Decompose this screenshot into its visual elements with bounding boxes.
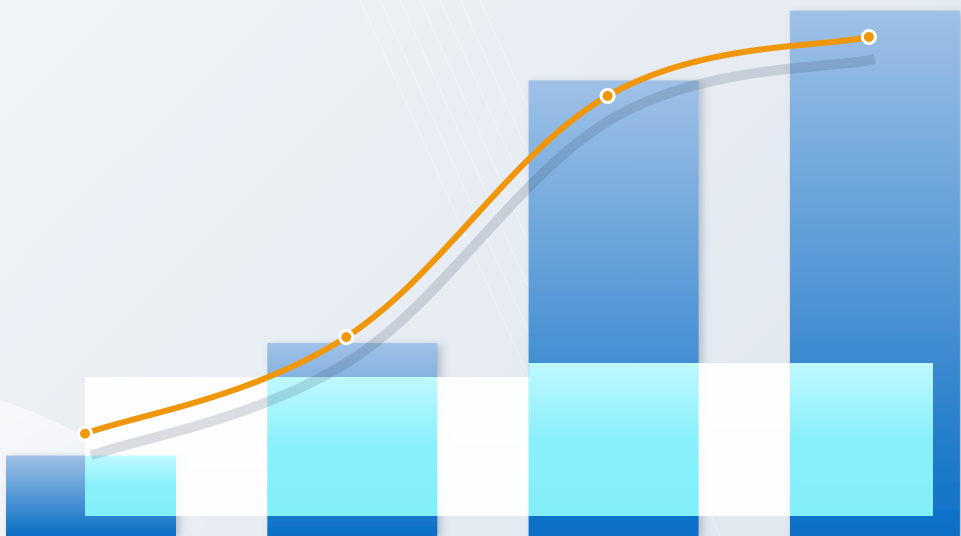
- line-series: [77, 28, 877, 461]
- trend-line: [82, 33, 872, 437]
- bar-highlight-1: [85, 455, 176, 516]
- line-shadow: [89, 54, 876, 461]
- bar-highlight-4: [789, 363, 933, 516]
- line-point-1: [77, 425, 93, 442]
- bar-highlight-3: [528, 363, 699, 516]
- line-point-2: [338, 329, 355, 346]
- highlight-band: [85, 363, 933, 516]
- line-point-4: [860, 28, 877, 45]
- bar-highlight-2: [267, 377, 438, 516]
- line-point-3: [599, 87, 616, 104]
